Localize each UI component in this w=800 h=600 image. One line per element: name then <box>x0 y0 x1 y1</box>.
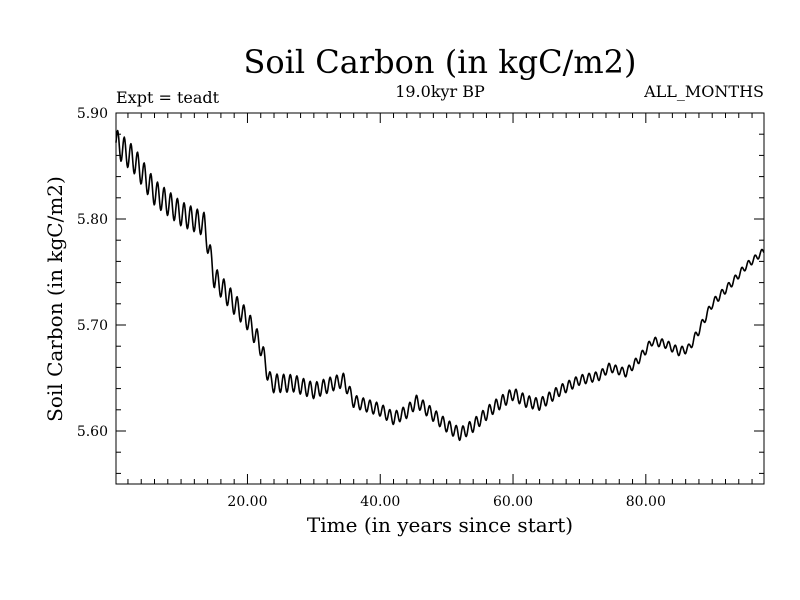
y-tick-label: 5.80 <box>77 212 108 228</box>
chart-subtitle: 19.0kyr BP <box>395 82 485 101</box>
x-tick-label: 60.00 <box>493 494 533 510</box>
soil-carbon-series-line <box>115 129 765 442</box>
y-tick-label: 5.90 <box>77 106 108 122</box>
chart-title: Soil Carbon (in kgC/m2) <box>243 43 636 81</box>
tick-labels: 20.00 40.00 60.00 80.00 5.60 5.70 5.80 5.90 <box>77 106 666 510</box>
experiment-label: Expt = teadt <box>116 88 220 107</box>
x-tick-label: 80.00 <box>626 494 666 510</box>
x-tick-label: 40.00 <box>360 494 400 510</box>
tick-marks <box>116 112 764 484</box>
y-tick-label: 5.70 <box>77 318 108 334</box>
x-tick-label: 20.00 <box>227 494 267 510</box>
x-axis-label: Time (in years since start) <box>307 513 573 537</box>
y-axis-label: Soil Carbon (in kgC/m2) <box>43 176 67 422</box>
series-layer <box>115 129 765 442</box>
plot-frame <box>115 112 765 485</box>
y-tick-label: 5.60 <box>77 424 108 440</box>
months-label: ALL_MONTHS <box>643 82 764 101</box>
